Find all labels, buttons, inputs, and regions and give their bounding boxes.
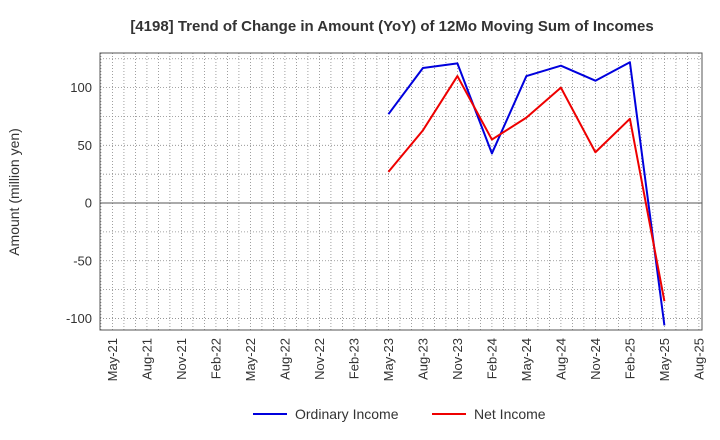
- x-tick-label: May-22: [243, 338, 258, 381]
- legend: Ordinary Income Net Income: [253, 406, 546, 422]
- legend-label: Net Income: [474, 406, 546, 422]
- y-tick-label: 0: [85, 196, 92, 211]
- x-tick-label: Aug-21: [139, 338, 154, 380]
- chart-title: [4198] Trend of Change in Amount (YoY) o…: [130, 18, 653, 35]
- plot-frame: [99, 52, 703, 331]
- y-tick-label: 50: [78, 138, 92, 153]
- x-tick-label: Nov-23: [450, 338, 465, 380]
- x-tick-label: Aug-25: [691, 338, 706, 380]
- x-tick-label: Feb-24: [484, 338, 499, 379]
- x-tick-label: Nov-21: [174, 338, 189, 380]
- series-line: [387, 61, 666, 326]
- series-line: [387, 75, 666, 302]
- x-tick-label: Feb-22: [208, 338, 223, 379]
- x-tick-label: Aug-23: [415, 338, 430, 380]
- x-tick-label: May-25: [657, 338, 672, 381]
- legend-label: Ordinary Income: [295, 406, 399, 422]
- x-tick-label: May-24: [519, 338, 534, 381]
- series-lines: [387, 61, 666, 326]
- x-tick-label: Feb-25: [622, 338, 637, 379]
- grid: [100, 53, 702, 330]
- y-tick-label: -100: [66, 311, 92, 326]
- x-tick-label: Nov-24: [588, 338, 603, 380]
- x-tick-labels: May-21 Aug-21 Nov-21 Feb-22 May-22 Aug-22 Nov-…: [105, 338, 706, 381]
- x-tick-label: May-21: [105, 338, 120, 381]
- y-axis-label: Amount (million yen): [6, 128, 22, 256]
- y-tick-label: -50: [73, 253, 92, 268]
- x-tick-label: Nov-22: [312, 338, 327, 380]
- x-tick-label: Aug-24: [553, 338, 568, 380]
- y-tick-labels: 100 50 0 -50 -100: [66, 80, 92, 326]
- x-tick-label: May-23: [381, 338, 396, 381]
- x-tick-label: Feb-23: [346, 338, 361, 379]
- x-tick-label: Aug-22: [277, 338, 292, 380]
- plot-area: [100, 53, 702, 330]
- y-tick-label: 100: [70, 80, 92, 95]
